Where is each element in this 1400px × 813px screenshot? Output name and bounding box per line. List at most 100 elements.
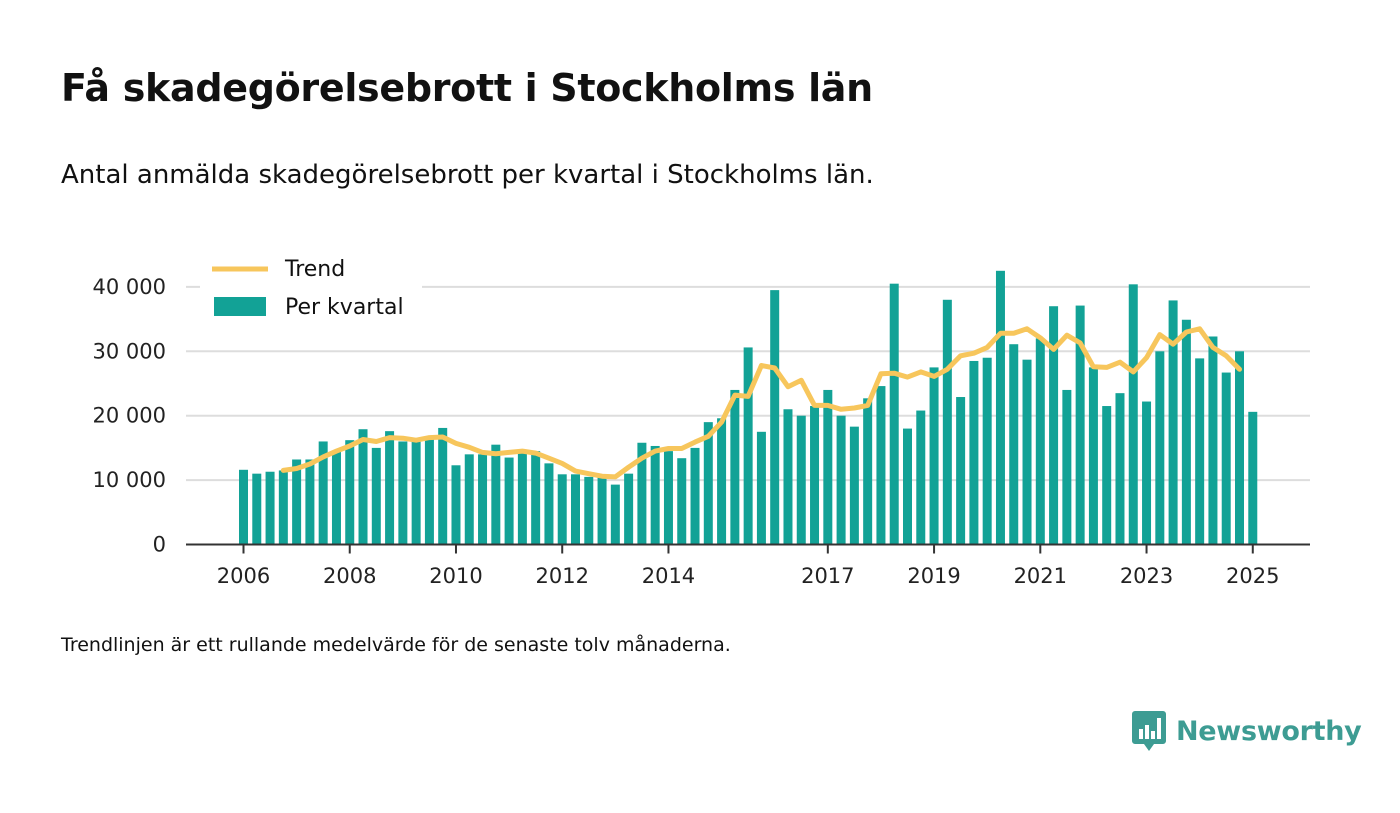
x-tick-label: 2023	[1120, 564, 1173, 588]
bar	[451, 465, 461, 545]
bar	[265, 471, 275, 545]
bar	[1062, 389, 1072, 545]
chart-area: 0 10 000 20 000 30 000 40 000 2006 2008 2010 201…	[92, 257, 1310, 588]
bar	[889, 283, 899, 545]
bar	[770, 290, 780, 545]
bar	[1248, 411, 1258, 545]
bar	[690, 447, 700, 545]
y-tick-label: 10 000	[93, 468, 166, 492]
bar	[292, 459, 302, 545]
bar	[650, 445, 660, 545]
brand: Newsworthy	[1132, 711, 1362, 751]
y-tick-label: 30 000	[93, 339, 166, 363]
bar	[424, 438, 434, 545]
bar	[849, 426, 859, 545]
bar	[239, 469, 248, 545]
x-tick-label: 2021	[1014, 564, 1067, 588]
bar	[464, 454, 474, 545]
bar	[624, 473, 634, 545]
legend-trend-label: Trend	[284, 257, 345, 282]
bar	[810, 406, 820, 545]
bar	[491, 444, 501, 545]
bar	[863, 398, 873, 545]
bar	[1115, 393, 1125, 545]
bar	[677, 458, 687, 545]
trend-line	[280, 326, 1242, 480]
bar	[982, 357, 992, 545]
bar	[663, 451, 673, 545]
x-tick-label: 2025	[1226, 564, 1279, 588]
bar	[584, 476, 594, 545]
bar	[345, 440, 355, 545]
bar	[823, 389, 833, 545]
bar	[836, 415, 846, 545]
bar	[1035, 338, 1045, 545]
bar	[517, 451, 527, 545]
bar	[1022, 359, 1032, 545]
brand-name: Newsworthy	[1176, 715, 1362, 747]
bar	[305, 459, 315, 545]
bar	[1181, 319, 1191, 545]
x-tick-label: 2006	[217, 564, 270, 588]
bar	[717, 418, 727, 545]
x-tick-label: 2019	[907, 564, 960, 588]
bar	[1221, 372, 1231, 545]
bar	[1049, 306, 1059, 545]
bar	[995, 270, 1005, 545]
bar	[796, 415, 806, 545]
bar	[903, 428, 912, 545]
bars-per-kvartal	[239, 270, 1258, 545]
bar	[916, 410, 926, 545]
bar	[385, 431, 395, 545]
bar	[1155, 351, 1165, 545]
legend-bar-swatch	[214, 297, 266, 316]
bar	[371, 447, 381, 545]
bar	[956, 397, 966, 545]
bar	[438, 427, 448, 545]
bar	[610, 484, 620, 545]
legend-bar-label: Per kvartal	[285, 295, 404, 320]
bar	[544, 463, 554, 545]
x-tick-label: 2008	[323, 564, 376, 588]
bar	[743, 347, 753, 545]
bar	[1075, 305, 1085, 545]
bar	[331, 451, 341, 545]
bar	[411, 440, 421, 545]
bar	[1102, 406, 1112, 545]
x-tick-label: 2012	[535, 564, 588, 588]
bar	[783, 409, 793, 545]
bar	[597, 477, 607, 545]
y-tick-label: 20 000	[93, 404, 166, 428]
bar	[703, 422, 713, 545]
bar	[1128, 284, 1138, 545]
x-tick-label: 2014	[642, 564, 695, 588]
bar	[358, 429, 368, 545]
bar	[756, 431, 766, 545]
bar	[876, 386, 886, 545]
bar	[1142, 401, 1152, 545]
bar	[929, 367, 939, 545]
bar	[1208, 336, 1218, 545]
trend-line-group	[280, 326, 1242, 480]
y-tick-label: 0	[153, 533, 166, 557]
bar	[557, 474, 567, 545]
axes: 0 10 000 20 000 30 000 40 000 2006 2008 2010 201…	[93, 275, 1310, 588]
bar	[1235, 351, 1244, 545]
x-tick-label: 2010	[429, 564, 482, 588]
y-tick-label: 40 000	[93, 275, 166, 299]
bar	[252, 473, 262, 545]
footnote: Trendlinjen är ett rullande medelvärde f…	[61, 634, 731, 656]
bar	[318, 441, 328, 545]
bar	[1088, 367, 1098, 545]
bar	[637, 442, 647, 545]
bar	[278, 470, 288, 545]
bar	[571, 474, 580, 545]
bar	[942, 299, 952, 545]
bar	[531, 451, 541, 545]
bar	[1168, 300, 1178, 545]
bar	[1195, 358, 1205, 545]
newsworthy-logo-icon	[1132, 711, 1166, 751]
chart-subtitle: Antal anmälda skadegörelsebrott per kvar…	[61, 160, 874, 190]
bar	[969, 360, 979, 545]
x-tick-label: 2017	[801, 564, 854, 588]
